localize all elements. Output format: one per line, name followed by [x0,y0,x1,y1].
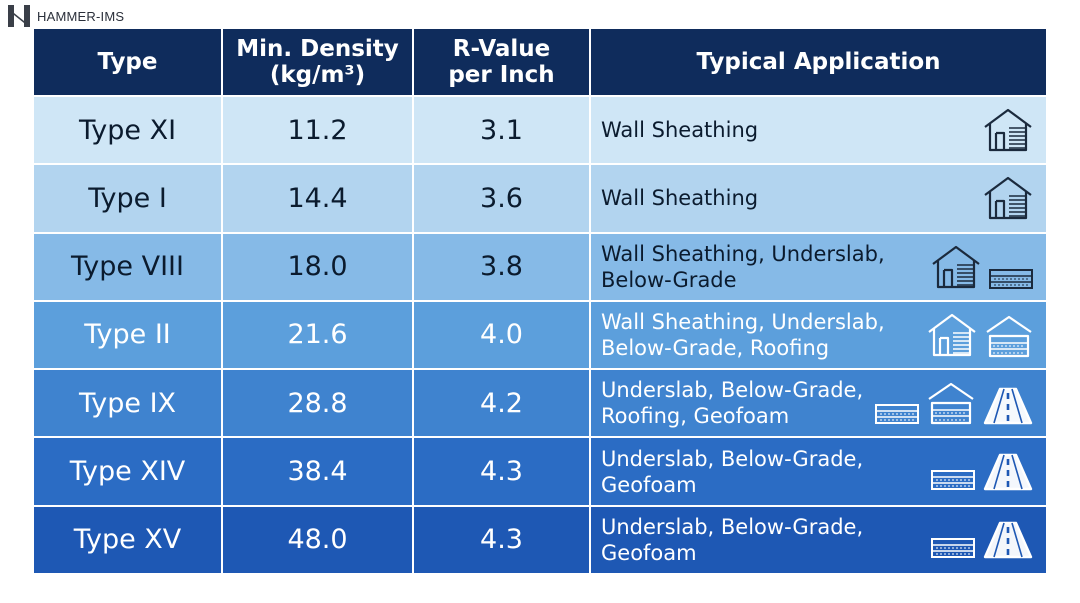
slab-icon [931,537,975,558]
application-line-1: Underslab, Below-Grade, [601,514,864,539]
application-icons [982,107,1034,153]
cell-density: 21.6 [222,300,413,370]
density-value: 11.2 [287,114,348,146]
slab-icon [931,469,975,490]
rvalue-value: 4.2 [480,387,523,419]
application-line-2: Geofoam [601,472,697,497]
application-icons [930,521,1034,559]
cell-rvalue: 3.8 [413,232,590,301]
rvalue-value: 3.1 [480,114,523,146]
road-icon [983,453,1033,490]
application-line-2: Roofing, Geofoam [601,404,790,429]
cell-type: Type XV [33,505,222,574]
cell-application: Wall Sheathing [590,96,1047,165]
cell-application: Underslab, Below-Grade, Geofoam [590,505,1047,574]
application-line-1: Wall Sheathing, Underslab, [601,309,885,334]
application-line-2: Below-Grade, Roofing [601,335,830,360]
cell-rvalue: 4.3 [413,437,590,506]
insulation-types-table: Type Min. Density (kg/m³) R-Value per Inch… [33,28,1047,574]
cell-rvalue: 4.3 [413,505,590,574]
roof-icon [928,383,974,425]
application-icons [930,244,1034,290]
application-line-1: Underslab, Below-Grade, [601,446,864,471]
cell-rvalue: 4.2 [413,369,590,438]
header-rvalue: R-Value per Inch [413,28,590,96]
application-text: Wall Sheathing, Underslab, Below-Grade, … [601,309,885,361]
cell-application: Wall Sheathing [590,164,1047,233]
road-icon [983,388,1033,425]
header-application: Typical Application [590,28,1047,96]
application-line-1: Wall Sheathing [601,186,759,211]
application-text: Wall Sheathing [601,185,758,211]
type-label: Type XIV [69,456,186,488]
application-line-1: Wall Sheathing, Underslab, [601,241,885,266]
cell-application: Underslab, Below-Grade, Roofing, Geofoam [590,369,1047,438]
cell-type: Type I [33,164,222,233]
type-label: Type VIII [71,251,184,283]
house-icon [928,313,976,357]
header-density: Min. Density (kg/m³) [222,28,413,96]
rvalue-value: 3.6 [480,182,523,214]
cell-density: 38.4 [222,437,413,506]
application-icons [874,381,1034,425]
brand-logo: HAMMER-IMS [6,3,124,29]
application-line-1: Underslab, Below-Grade, [601,378,864,403]
application-text: Underslab, Below-Grade, Geofoam [601,446,863,498]
cell-application: Wall Sheathing, Underslab, Below-Grade, … [590,300,1047,370]
cell-type: Type VIII [33,232,222,301]
cell-type: Type II [33,300,222,370]
house-icon [984,109,1032,152]
slab-icon [875,404,919,425]
cell-application: Underslab, Below-Grade, Geofoam [590,437,1047,506]
application-icons [926,312,1034,358]
header-type: Type [33,28,222,96]
cell-density: 14.4 [222,164,413,233]
application-text: Underslab, Below-Grade, Geofoam [601,514,863,566]
cell-type: Type IX [33,369,222,438]
cell-type: Type XIV [33,437,222,506]
hammer-ims-logo-icon [8,5,30,27]
density-value: 38.4 [287,456,348,488]
cell-application: Wall Sheathing, Underslab, Below-Grade [590,232,1047,301]
type-label: Type XV [73,524,182,556]
rvalue-value: 4.3 [480,456,523,488]
cell-density: 18.0 [222,232,413,301]
density-value: 28.8 [287,387,348,419]
cell-rvalue: 4.0 [413,300,590,370]
density-value: 14.4 [287,182,348,214]
roof-icon [986,315,1032,358]
density-value: 21.6 [287,319,348,351]
rvalue-value: 4.3 [480,524,523,556]
type-label: Type II [84,319,171,351]
application-icons [982,175,1034,221]
house-icon [984,177,1032,220]
type-label: Type I [88,182,167,214]
type-label: Type IX [78,387,177,419]
type-label: Type XI [78,114,177,146]
cell-density: 48.0 [222,505,413,574]
road-icon [983,521,1033,559]
density-value: 18.0 [287,251,348,283]
cell-density: 28.8 [222,369,413,438]
application-line-2: Below-Grade [601,267,737,292]
cell-rvalue: 3.6 [413,164,590,233]
brand-name: HAMMER-IMS [37,8,125,24]
application-line-2: Geofoam [601,540,697,565]
application-line-1: Wall Sheathing [601,118,759,143]
cell-rvalue: 3.1 [413,96,590,165]
cell-type: Type XI [33,96,222,165]
density-value: 48.0 [287,524,348,556]
application-text: Wall Sheathing, Underslab, Below-Grade [601,241,885,293]
house-icon [932,245,980,288]
rvalue-value: 4.0 [480,319,523,351]
application-icons [930,453,1034,491]
application-text: Underslab, Below-Grade, Roofing, Geofoam [601,377,863,429]
application-text: Wall Sheathing [601,117,758,143]
cell-density: 11.2 [222,96,413,165]
rvalue-value: 3.8 [480,251,523,283]
slab-icon [989,268,1033,289]
